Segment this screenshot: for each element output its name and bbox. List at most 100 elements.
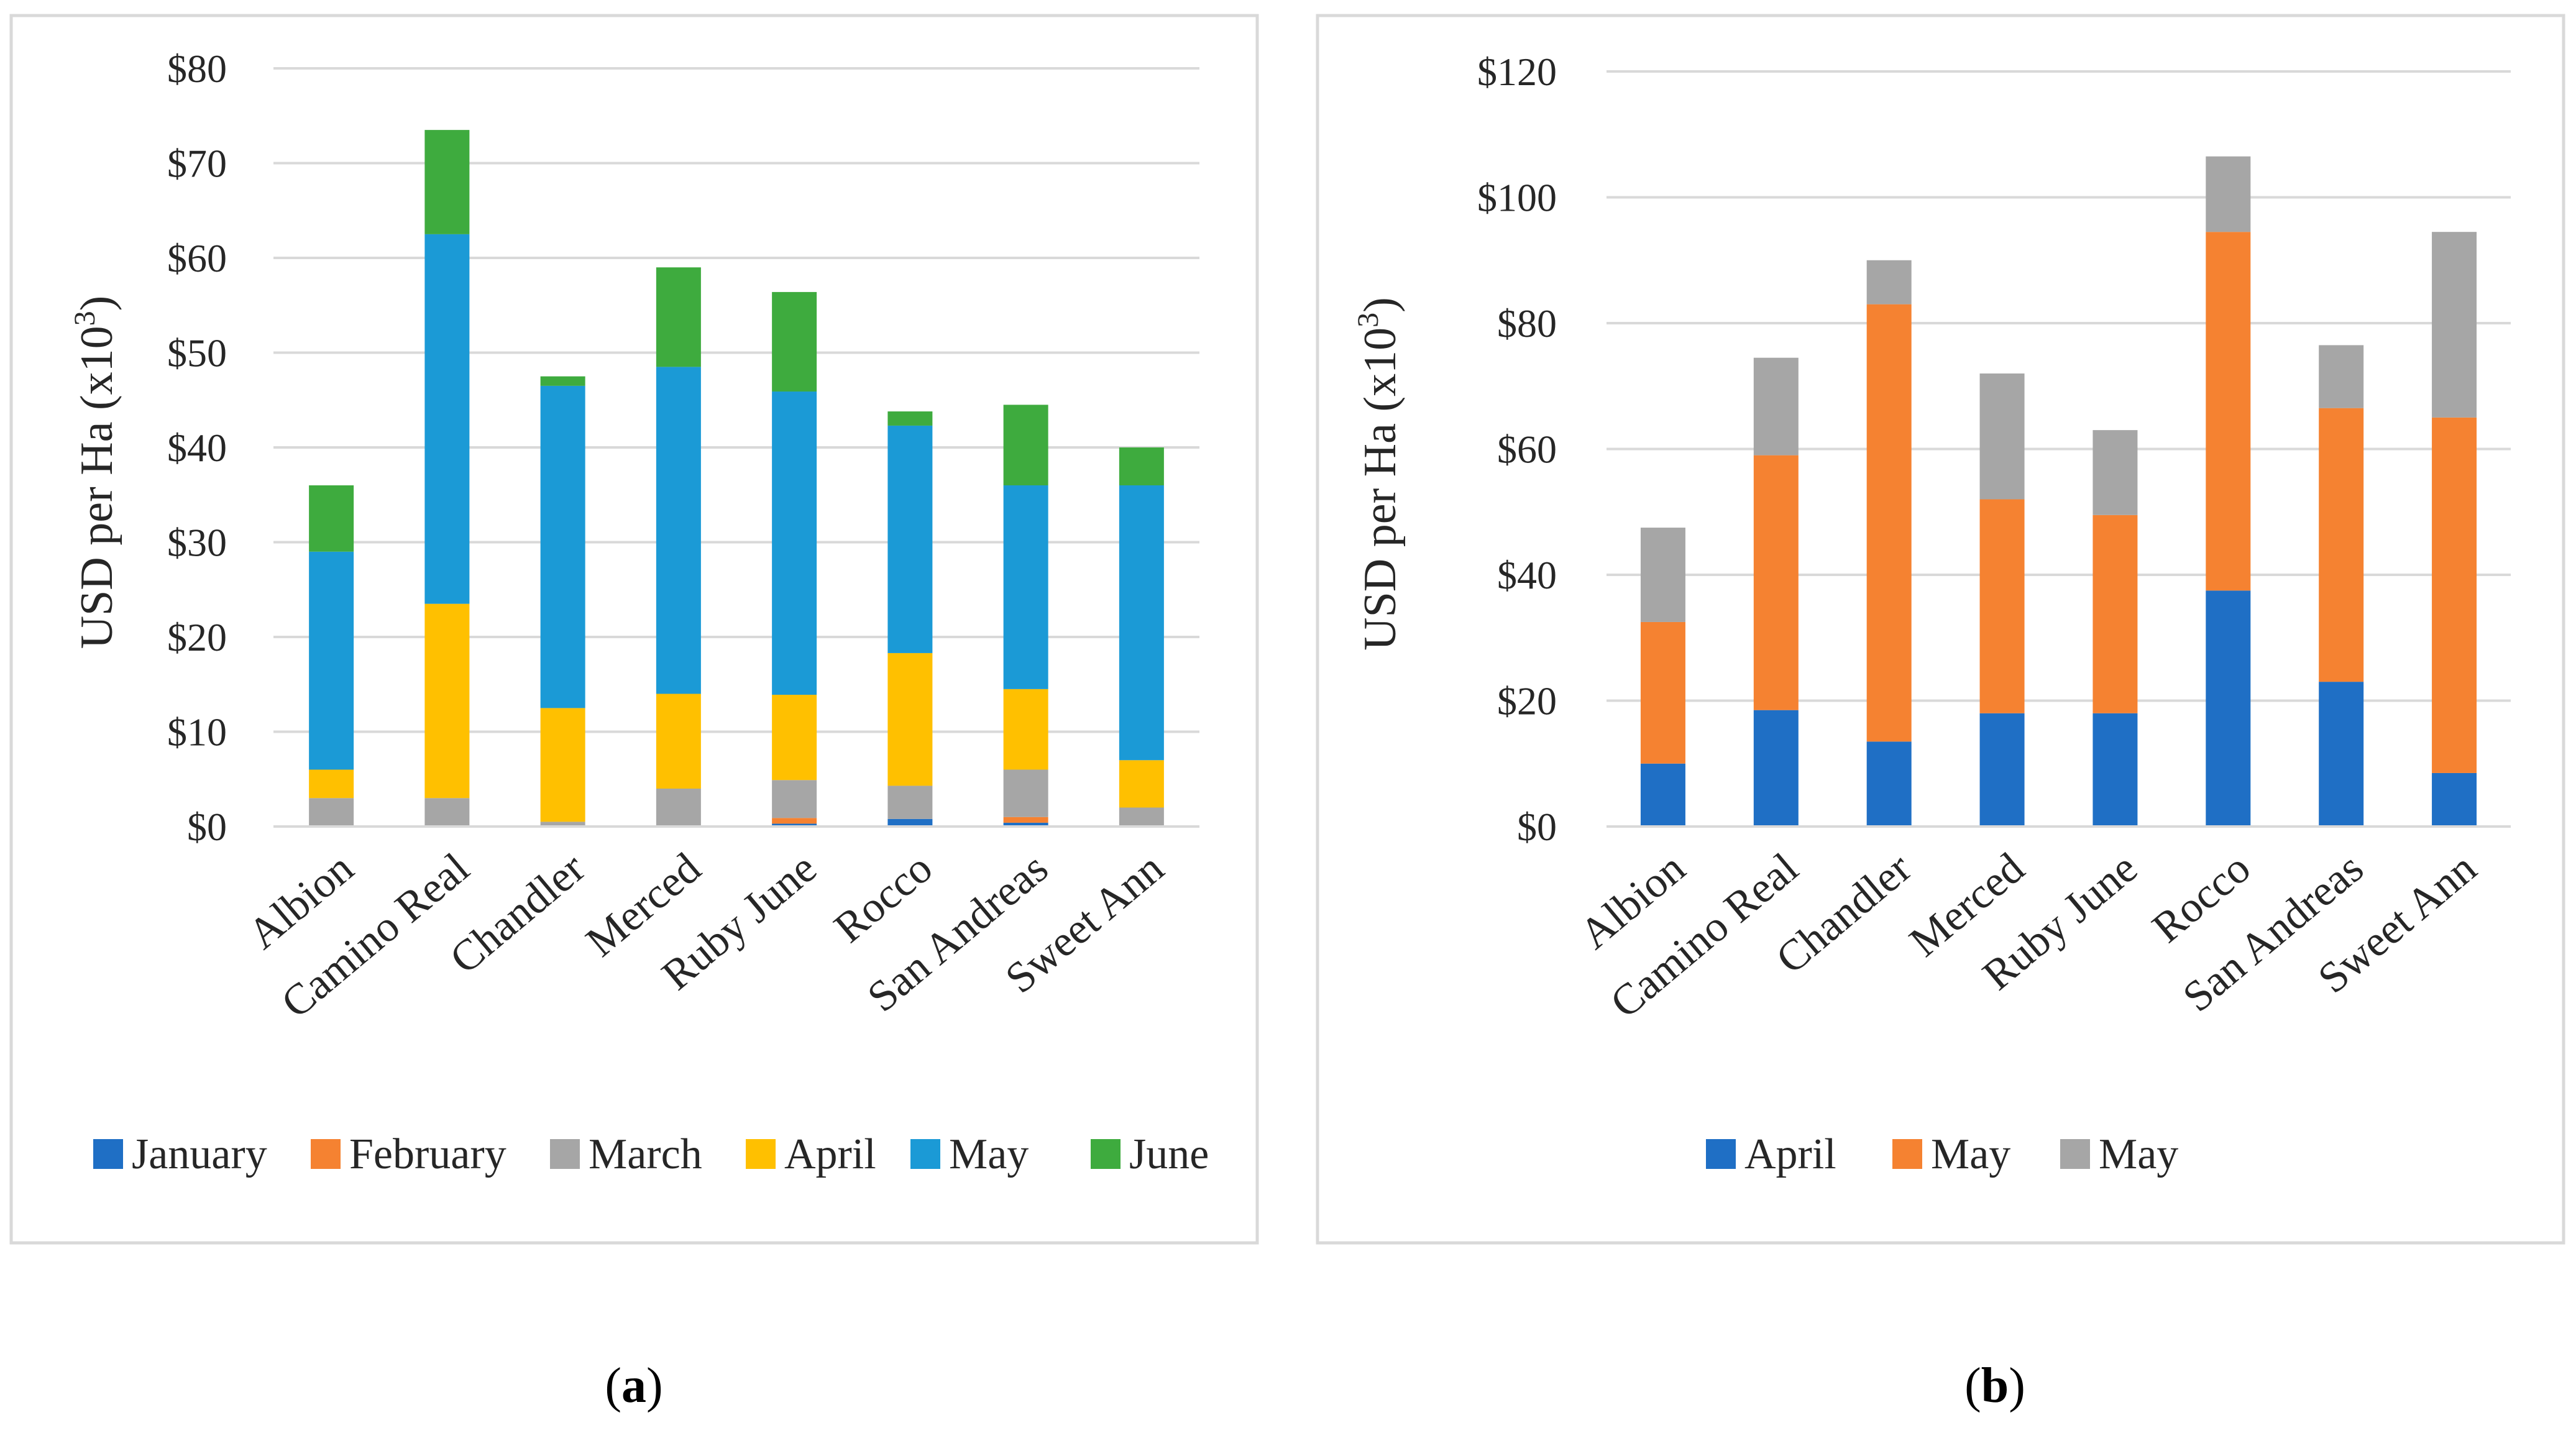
- bar-segment: [540, 708, 585, 822]
- caption-a-label: a: [621, 1358, 646, 1413]
- bar-segment: [1003, 817, 1048, 823]
- bar-segment: [309, 798, 354, 827]
- bar-segment: [772, 818, 817, 824]
- bar-segment: [887, 785, 933, 819]
- legend-label: May: [2099, 1130, 2178, 1178]
- legend-swatch: [550, 1139, 580, 1169]
- bar-segment: [1640, 763, 1685, 827]
- legend-label: April: [1744, 1130, 1836, 1178]
- bar-segment: [2092, 430, 2138, 515]
- bar-segment: [424, 234, 470, 604]
- y-tick-label: $30: [167, 521, 227, 565]
- bar-segment: [656, 367, 701, 694]
- bar-segment: [1979, 713, 2025, 827]
- y-tick-label: $20: [1497, 679, 1557, 723]
- bar-segment: [1003, 822, 1048, 827]
- bar-segment: [309, 551, 354, 770]
- bar-segment: [424, 130, 470, 234]
- legend-label: January: [132, 1130, 267, 1178]
- y-tick-label: $0: [1517, 805, 1557, 849]
- bar-segment: [2092, 713, 2138, 827]
- bar-segment: [2206, 590, 2251, 827]
- bar-segment: [540, 385, 585, 708]
- bar-segment: [656, 694, 701, 789]
- bar-segment: [1119, 447, 1164, 485]
- legend-label: May: [949, 1130, 1029, 1178]
- bar-segment: [1003, 769, 1048, 817]
- bar-segment: [1866, 304, 1912, 742]
- y-tick-label: $40: [167, 426, 227, 470]
- bar-segment: [1753, 710, 1799, 827]
- bar-segment: [2319, 408, 2364, 682]
- bar-segment: [2432, 232, 2477, 418]
- legend-swatch: [1706, 1139, 1736, 1169]
- bar-segment: [309, 769, 354, 799]
- bar-segment: [1753, 455, 1799, 710]
- bar-segment: [656, 267, 701, 367]
- bar-segment: [424, 603, 470, 799]
- bar-segment: [887, 818, 933, 827]
- caption-b: (b): [1964, 1358, 2025, 1413]
- bar-segment: [1119, 485, 1164, 761]
- legend-swatch: [2060, 1139, 2090, 1169]
- y-tick-label: $0: [187, 805, 227, 849]
- bar-segment: [1640, 621, 1685, 764]
- y-tick-label: $120: [1477, 50, 1557, 94]
- bar-segment: [540, 376, 585, 386]
- bar-segment: [772, 695, 817, 781]
- legend-swatch: [1091, 1139, 1121, 1169]
- bar-segment: [1979, 373, 2025, 500]
- panel-a-frame: [9, 14, 1259, 1245]
- bar-segment: [772, 823, 817, 827]
- y-tick-label: $40: [1497, 553, 1557, 597]
- bar-segment: [1119, 807, 1164, 827]
- legend-swatch: [93, 1139, 123, 1169]
- y-tick-label: $70: [167, 142, 227, 186]
- bar-segment: [309, 485, 354, 552]
- bar-segment: [1119, 760, 1164, 808]
- bar-segment: [2092, 515, 2138, 713]
- bar-segment: [2432, 417, 2477, 773]
- bar-segment: [772, 392, 817, 695]
- y-tick-label: $100: [1477, 176, 1557, 220]
- bar-segment: [1003, 689, 1048, 770]
- bar-segment: [540, 822, 585, 827]
- caption-a: (a): [605, 1358, 663, 1413]
- y-tick-label: $80: [1497, 301, 1557, 346]
- bar-segment: [1866, 260, 1912, 305]
- legend-swatch: [746, 1139, 776, 1169]
- bar-segment: [772, 780, 817, 818]
- bar-segment: [887, 653, 933, 786]
- y-tick-label: $60: [1497, 428, 1557, 472]
- bar-segment: [2206, 156, 2251, 232]
- y-tick-label: $80: [167, 47, 227, 91]
- caption-b-label: b: [1981, 1358, 2009, 1413]
- y-tick-label: $10: [167, 710, 227, 754]
- bar-segment: [2432, 772, 2477, 827]
- y-tick-label: $60: [167, 236, 227, 280]
- legend-swatch: [910, 1139, 940, 1169]
- bar-segment: [1979, 499, 2025, 713]
- bar-segment: [772, 291, 817, 392]
- bar-segment: [1640, 528, 1685, 622]
- bar-segment: [887, 411, 933, 426]
- bar-segment: [1866, 741, 1912, 827]
- legend-label: June: [1129, 1130, 1209, 1178]
- legend-swatch: [311, 1139, 341, 1169]
- legend-label: May: [1931, 1130, 2010, 1178]
- bar-segment: [656, 789, 701, 827]
- legend-label: March: [589, 1130, 702, 1178]
- bar-segment: [887, 425, 933, 653]
- legend-swatch: [1892, 1139, 1922, 1169]
- bar-segment: [1753, 357, 1799, 456]
- legend-label: February: [349, 1130, 506, 1178]
- y-tick-label: $50: [167, 331, 227, 375]
- bar-segment: [2319, 345, 2364, 408]
- bar-segment: [2206, 232, 2251, 591]
- y-axis-title: USD per Ha (x103): [1352, 297, 1406, 651]
- bar-segment: [424, 798, 470, 827]
- y-axis-title: USD per Ha (x103): [68, 296, 122, 649]
- legend-label: April: [784, 1130, 876, 1178]
- bar-segment: [2319, 682, 2364, 827]
